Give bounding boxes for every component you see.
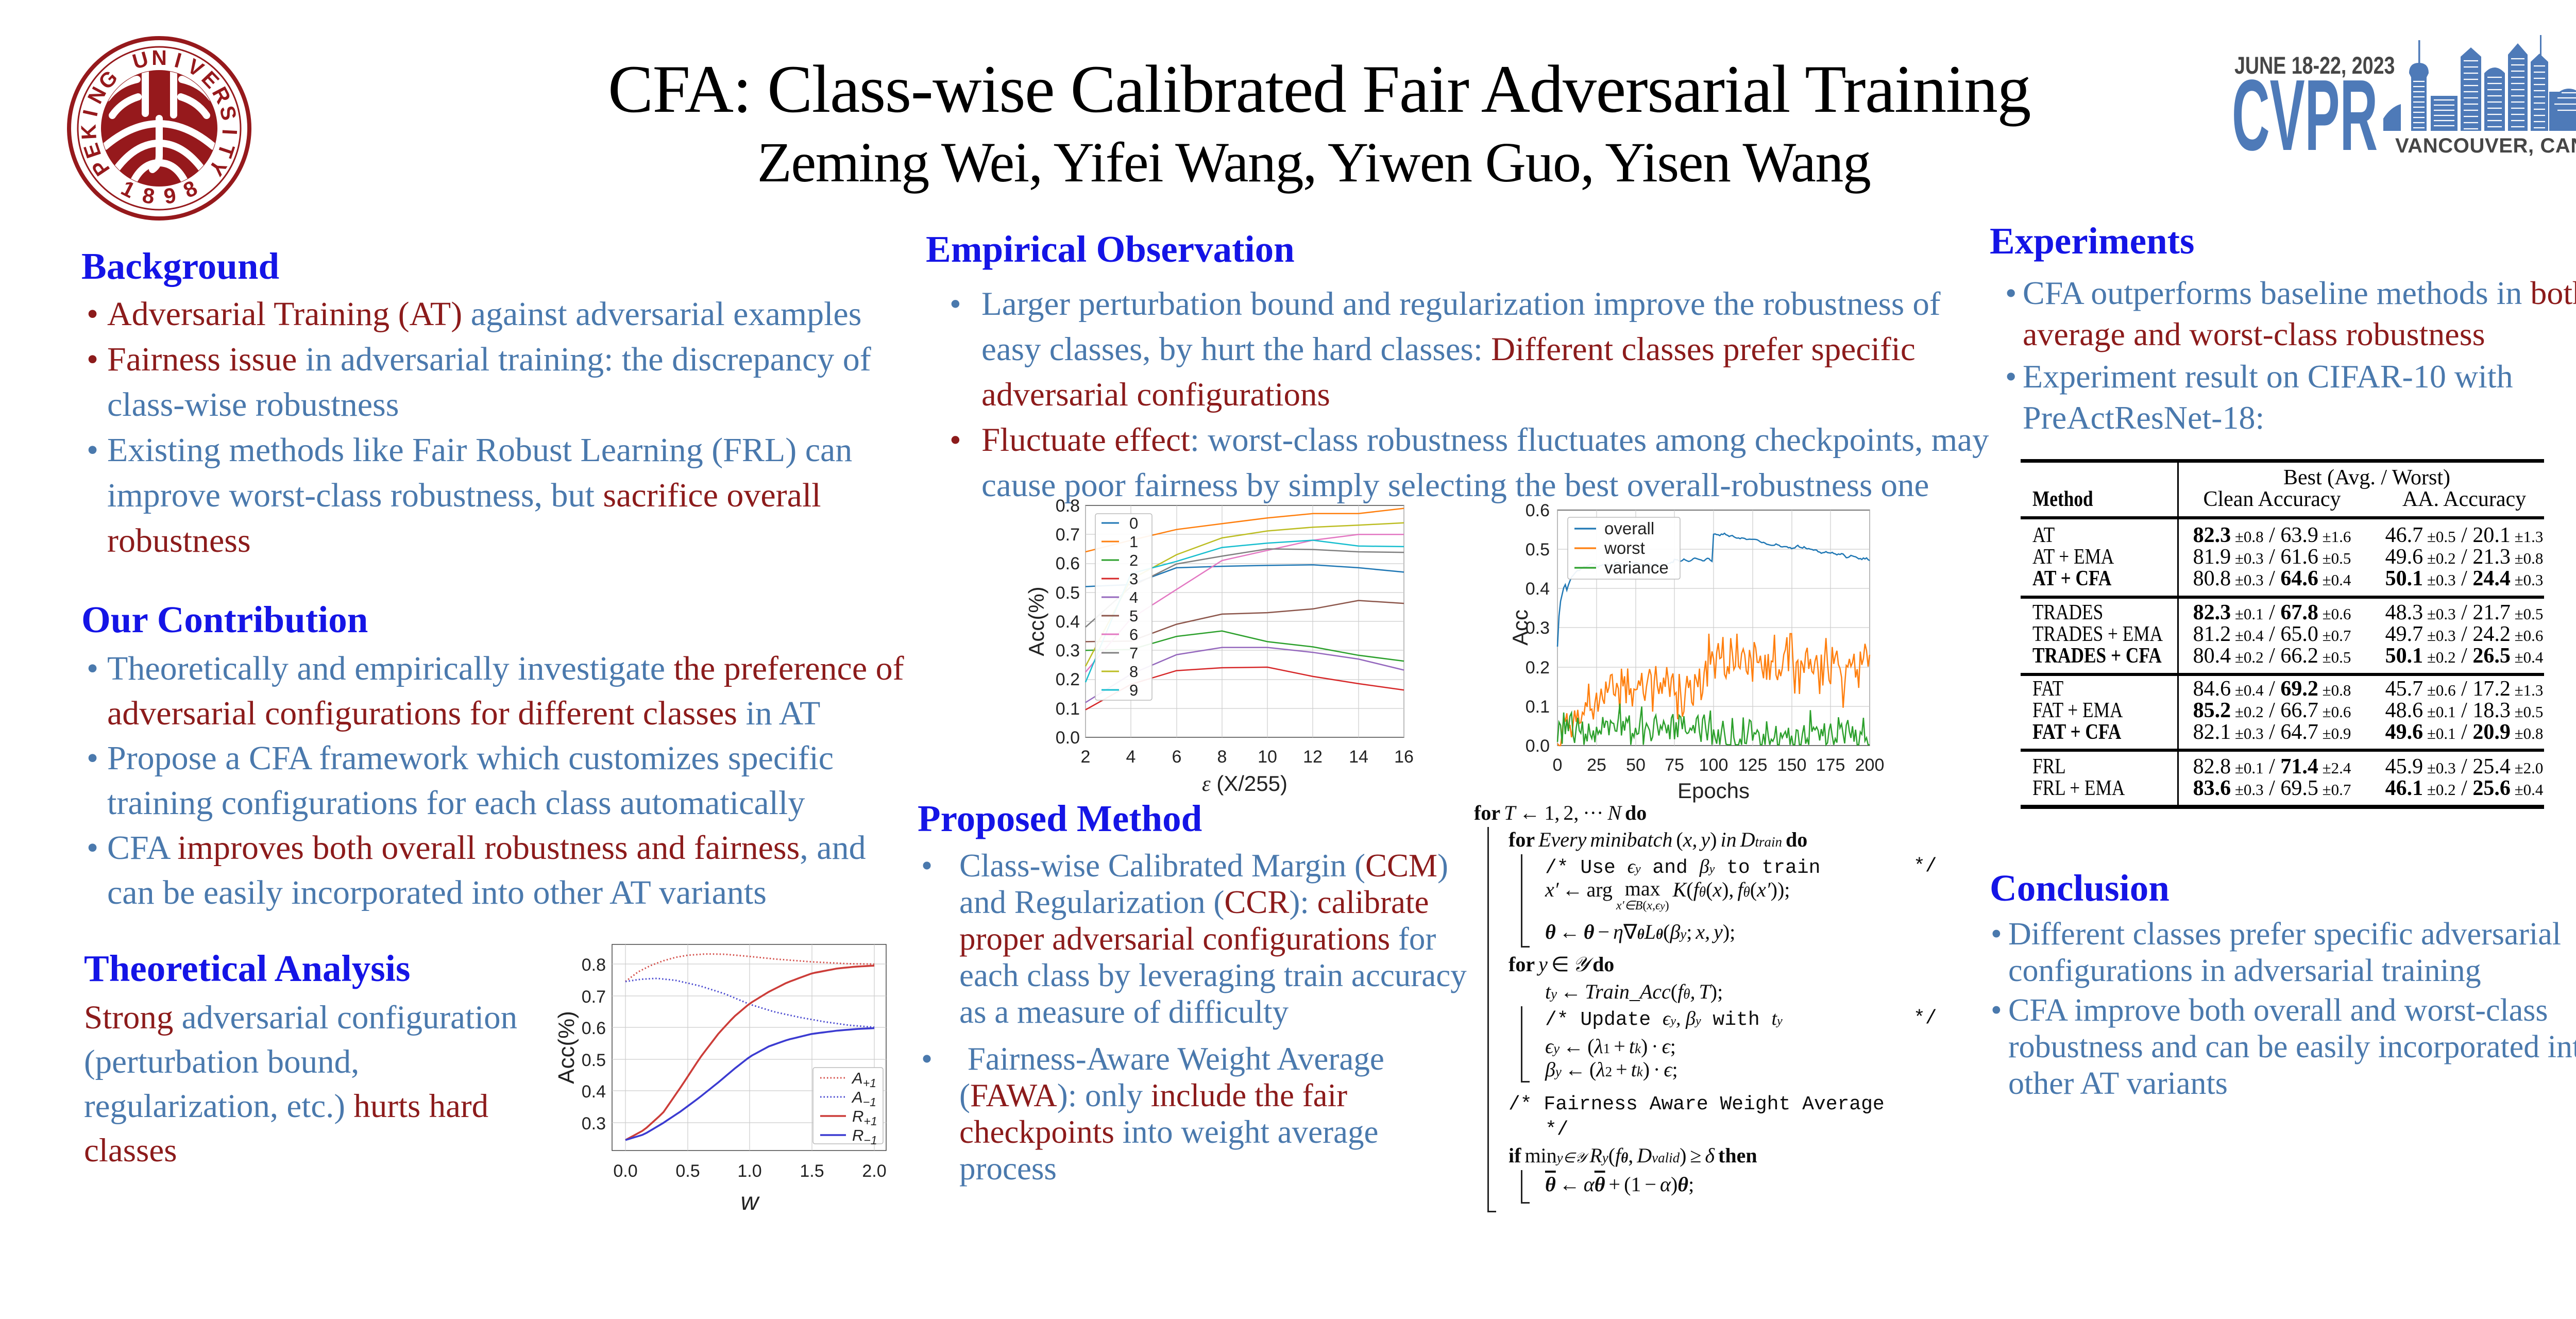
svg-text:I: I bbox=[172, 48, 184, 72]
svg-text:0.5: 0.5 bbox=[1056, 583, 1080, 603]
svg-text:125: 125 bbox=[1738, 755, 1768, 775]
svg-text:8: 8 bbox=[1217, 747, 1227, 767]
svg-text:0.3: 0.3 bbox=[1056, 641, 1080, 661]
svg-text:0: 0 bbox=[1553, 755, 1563, 775]
svg-text:w: w bbox=[741, 1188, 760, 1215]
svg-text:worst: worst bbox=[1604, 538, 1645, 557]
svg-text:9: 9 bbox=[1129, 681, 1138, 699]
svg-text:2.0: 2.0 bbox=[862, 1161, 886, 1181]
svg-text:75: 75 bbox=[1665, 755, 1684, 775]
svg-text:I: I bbox=[78, 108, 103, 119]
svg-text:I: I bbox=[218, 128, 242, 136]
svg-text:25: 25 bbox=[1587, 755, 1606, 775]
svg-text:2: 2 bbox=[1129, 551, 1138, 569]
svg-text:E: E bbox=[79, 140, 106, 161]
svg-text:6: 6 bbox=[1129, 625, 1138, 644]
svg-text:Acc(%): Acc(%) bbox=[556, 1011, 579, 1084]
svg-text:8: 8 bbox=[179, 176, 201, 202]
svg-text:6: 6 bbox=[1172, 747, 1182, 767]
svg-text:4: 4 bbox=[1129, 588, 1138, 606]
svg-text:0.8: 0.8 bbox=[1056, 496, 1080, 516]
svg-text:0.7: 0.7 bbox=[1056, 525, 1080, 545]
svg-text:8: 8 bbox=[141, 183, 156, 209]
svg-text:0.6: 0.6 bbox=[582, 1019, 606, 1038]
svg-text:0.0: 0.0 bbox=[1526, 736, 1550, 756]
svg-text:0.8: 0.8 bbox=[582, 955, 606, 975]
svg-text:overall: overall bbox=[1604, 519, 1654, 538]
svg-text:1.0: 1.0 bbox=[737, 1161, 761, 1181]
svg-text:1.5: 1.5 bbox=[800, 1161, 824, 1181]
svg-text:5: 5 bbox=[1129, 607, 1138, 625]
svg-text:14: 14 bbox=[1349, 747, 1368, 767]
svg-text:7: 7 bbox=[1129, 644, 1138, 662]
svg-text:200: 200 bbox=[1855, 755, 1885, 775]
svg-text:4: 4 bbox=[1126, 747, 1136, 767]
svg-text:0.6: 0.6 bbox=[1056, 554, 1080, 573]
svg-text:0.5: 0.5 bbox=[1526, 540, 1550, 560]
svg-text:3: 3 bbox=[1129, 570, 1138, 588]
svg-text:0.3: 0.3 bbox=[582, 1114, 606, 1134]
svg-text:8: 8 bbox=[1129, 663, 1138, 681]
svg-text:100: 100 bbox=[1699, 755, 1728, 775]
svg-text:U: U bbox=[130, 47, 151, 74]
svg-text:2: 2 bbox=[1081, 747, 1091, 767]
svg-text:1: 1 bbox=[117, 176, 139, 202]
svg-text:0.2: 0.2 bbox=[1526, 658, 1550, 678]
svg-text:16: 16 bbox=[1394, 747, 1414, 767]
svg-text:1: 1 bbox=[1129, 533, 1138, 551]
svg-text:0.0: 0.0 bbox=[613, 1161, 637, 1181]
svg-text:0.1: 0.1 bbox=[1056, 699, 1080, 719]
svg-text:0.7: 0.7 bbox=[582, 987, 606, 1007]
svg-text:variance: variance bbox=[1604, 558, 1669, 577]
svg-text:175: 175 bbox=[1816, 755, 1845, 775]
svg-text:0: 0 bbox=[1129, 514, 1138, 532]
svg-text:0.6: 0.6 bbox=[1526, 501, 1550, 520]
svg-text:ε (X/255): ε (X/255) bbox=[1202, 771, 1287, 796]
svg-text:T: T bbox=[213, 141, 240, 160]
svg-text:N: N bbox=[151, 46, 167, 70]
svg-text:0.4: 0.4 bbox=[1056, 612, 1080, 632]
svg-text:0.1: 0.1 bbox=[1526, 697, 1550, 717]
svg-text:10: 10 bbox=[1258, 747, 1277, 767]
svg-text:0.5: 0.5 bbox=[582, 1051, 606, 1070]
svg-text:0.4: 0.4 bbox=[582, 1082, 606, 1102]
svg-text:S: S bbox=[215, 104, 241, 123]
svg-text:0.0: 0.0 bbox=[1056, 728, 1080, 748]
svg-text:9: 9 bbox=[162, 183, 178, 209]
svg-text:K: K bbox=[76, 124, 101, 140]
svg-text:Epochs: Epochs bbox=[1677, 779, 1750, 803]
svg-text:0.2: 0.2 bbox=[1056, 670, 1080, 689]
svg-text:0.4: 0.4 bbox=[1526, 579, 1550, 599]
svg-text:150: 150 bbox=[1777, 755, 1807, 775]
svg-text:50: 50 bbox=[1626, 755, 1646, 775]
svg-text:12: 12 bbox=[1303, 747, 1323, 767]
svg-text:0.5: 0.5 bbox=[675, 1161, 700, 1181]
svg-text:0.3: 0.3 bbox=[1526, 618, 1550, 638]
svg-text:Acc(%): Acc(%) bbox=[1024, 586, 1048, 656]
svg-text:Acc: Acc bbox=[1508, 610, 1532, 646]
